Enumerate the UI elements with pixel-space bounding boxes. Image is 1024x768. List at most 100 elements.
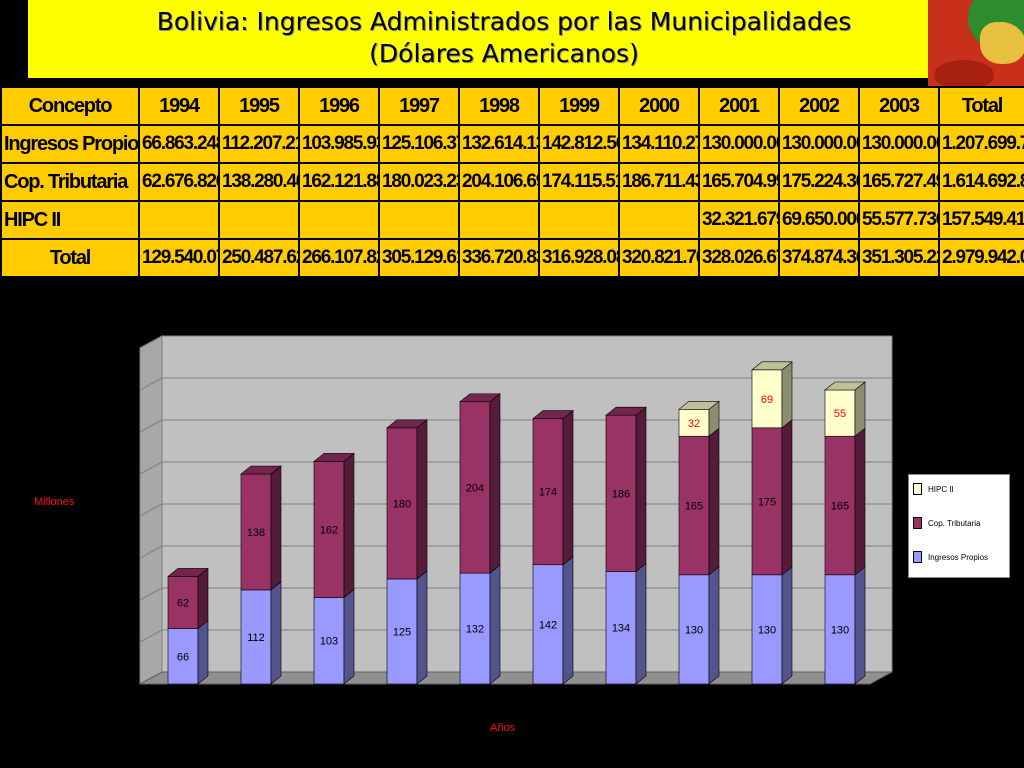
gridline-side	[139, 461, 163, 475]
decorative-image	[928, 0, 1024, 86]
bar-segment	[605, 571, 637, 685]
table-header-cell: 1998	[458, 86, 540, 126]
data-label: 165	[831, 501, 849, 513]
data-label: 55	[834, 408, 846, 420]
table-cell: 1.614.692.857	[938, 162, 1024, 202]
row-label: Ingresos Propios	[0, 124, 140, 164]
bar-top	[751, 361, 793, 371]
table-cell	[138, 200, 220, 240]
data-label: 69	[761, 394, 773, 406]
table-row: Total129.540.074250.487.625266.107.82030…	[0, 238, 1024, 278]
bar-top	[678, 401, 720, 410]
table-cell: 165.704.997	[698, 162, 780, 202]
row-label: Total	[0, 238, 140, 278]
bar-segment-side	[854, 427, 866, 576]
table-cell: 55.577.736	[858, 200, 940, 240]
data-label: 125	[393, 627, 411, 639]
table-cell: 130.000.000	[778, 124, 860, 164]
table-cell: 320.821.709	[618, 238, 700, 278]
gridline-side	[139, 335, 163, 349]
table-cell: 336.720.831	[458, 238, 540, 278]
table-cell: 204.106.699	[458, 162, 540, 202]
legend-swatch	[913, 483, 922, 495]
table-cell: 125.106.372	[378, 124, 460, 164]
bar-segment	[532, 418, 564, 566]
bar-segment	[386, 427, 418, 580]
legend-item-hipc: HIPC II	[913, 483, 954, 495]
bar-top	[824, 381, 866, 391]
table-header-cell: Total	[938, 86, 1024, 126]
bar-segment-side	[343, 452, 355, 599]
table-cell: 316.928.081	[538, 238, 620, 278]
data-label: 130	[758, 624, 776, 636]
table-cell: 266.107.820	[298, 238, 380, 278]
bar-top	[386, 419, 428, 429]
data-label: 32	[688, 418, 700, 430]
table-cell: 175.224.363	[778, 162, 860, 202]
bar-segment	[167, 628, 199, 685]
bar-segment-side	[343, 588, 355, 685]
bar-segment-side	[708, 427, 720, 576]
bar-top	[167, 568, 209, 577]
bar-top	[240, 465, 282, 475]
table-cell	[618, 200, 700, 240]
table-header-cell: Concepto	[0, 86, 140, 126]
table-cell	[298, 200, 380, 240]
bar-segment-side	[270, 581, 282, 685]
gridline-side	[139, 377, 163, 391]
bar-top	[605, 406, 647, 416]
table-cell: 62.676.826	[138, 162, 220, 202]
bar-segment	[678, 435, 710, 576]
revenue-table: Concepto 1994 1995 1996 1997 1998 1999 2000 2001…	[0, 86, 1024, 278]
table-cell: 165.727.491	[858, 162, 940, 202]
bar-segment-side	[781, 361, 793, 429]
title-banner: Bolivia: Ingresos Administrados por las …	[28, 0, 980, 78]
table-header-cell: 2003	[858, 86, 940, 126]
table-row: Cop. Tributaria62.676.826138.280.408162.…	[0, 162, 1024, 202]
data-label: 134	[612, 623, 630, 635]
table-header-cell: 2001	[698, 86, 780, 126]
bar-segment	[678, 574, 710, 685]
chart-legend: HIPC II Cop. Tributaria Ingresos Propios	[908, 474, 1010, 578]
table-row: HIPC II 32.321.679 69.650.000 55.577.736 157…	[0, 200, 1024, 240]
bar-segment-side	[270, 465, 282, 591]
table-header-cell: 1995	[218, 86, 300, 126]
data-label: 138	[247, 527, 265, 539]
data-label: 180	[393, 498, 411, 510]
table-cell: 174.115.519	[538, 162, 620, 202]
data-label: 165	[685, 501, 703, 513]
data-label: 186	[612, 488, 630, 500]
table-cell: 103.985.936	[298, 124, 380, 164]
legend-label: HIPC II	[928, 484, 954, 494]
table-header-row: Concepto 1994 1995 1996 1997 1998 1999 2000 2001…	[0, 86, 1024, 126]
table-cell: 69.650.000	[778, 200, 860, 240]
table-cell: 66.863.248	[138, 124, 220, 164]
data-label: 142	[539, 619, 557, 631]
page-title: Bolivia: Ingresos Administrados por las …	[156, 7, 852, 36]
data-label: 130	[831, 624, 849, 636]
table-cell: 132.614.132	[458, 124, 540, 164]
table-header-cell: 1997	[378, 86, 460, 126]
bar-segment-side	[489, 564, 501, 685]
table-cell: 142.812.562	[538, 124, 620, 164]
data-label: 162	[320, 524, 338, 536]
bar-segment	[459, 401, 491, 574]
bar-segment	[678, 409, 710, 437]
bar-segment	[824, 435, 856, 576]
table-cell: 374.874.363	[778, 238, 860, 278]
table-cell: 134.110.278	[618, 124, 700, 164]
data-label: 174	[539, 487, 557, 499]
bar-segment	[751, 574, 783, 685]
table-header-cell: 2002	[778, 86, 860, 126]
stacked-bar-chart: 66 62 112 138 103 162 125 180 132 204 142 174 134 186…	[139, 335, 893, 685]
bar-segment-side	[781, 566, 793, 685]
table-cell: 328.026.676	[698, 238, 780, 278]
row-label: Cop. Tributaria	[0, 162, 140, 202]
bar-segment	[313, 461, 345, 598]
gridline-side	[139, 419, 163, 433]
bar-segment-side	[708, 566, 720, 685]
table-cell: 2.979.942.017	[938, 238, 1024, 278]
table-cell: 180.023.239	[378, 162, 460, 202]
table-cell	[378, 200, 460, 240]
gridline-side	[139, 545, 163, 559]
